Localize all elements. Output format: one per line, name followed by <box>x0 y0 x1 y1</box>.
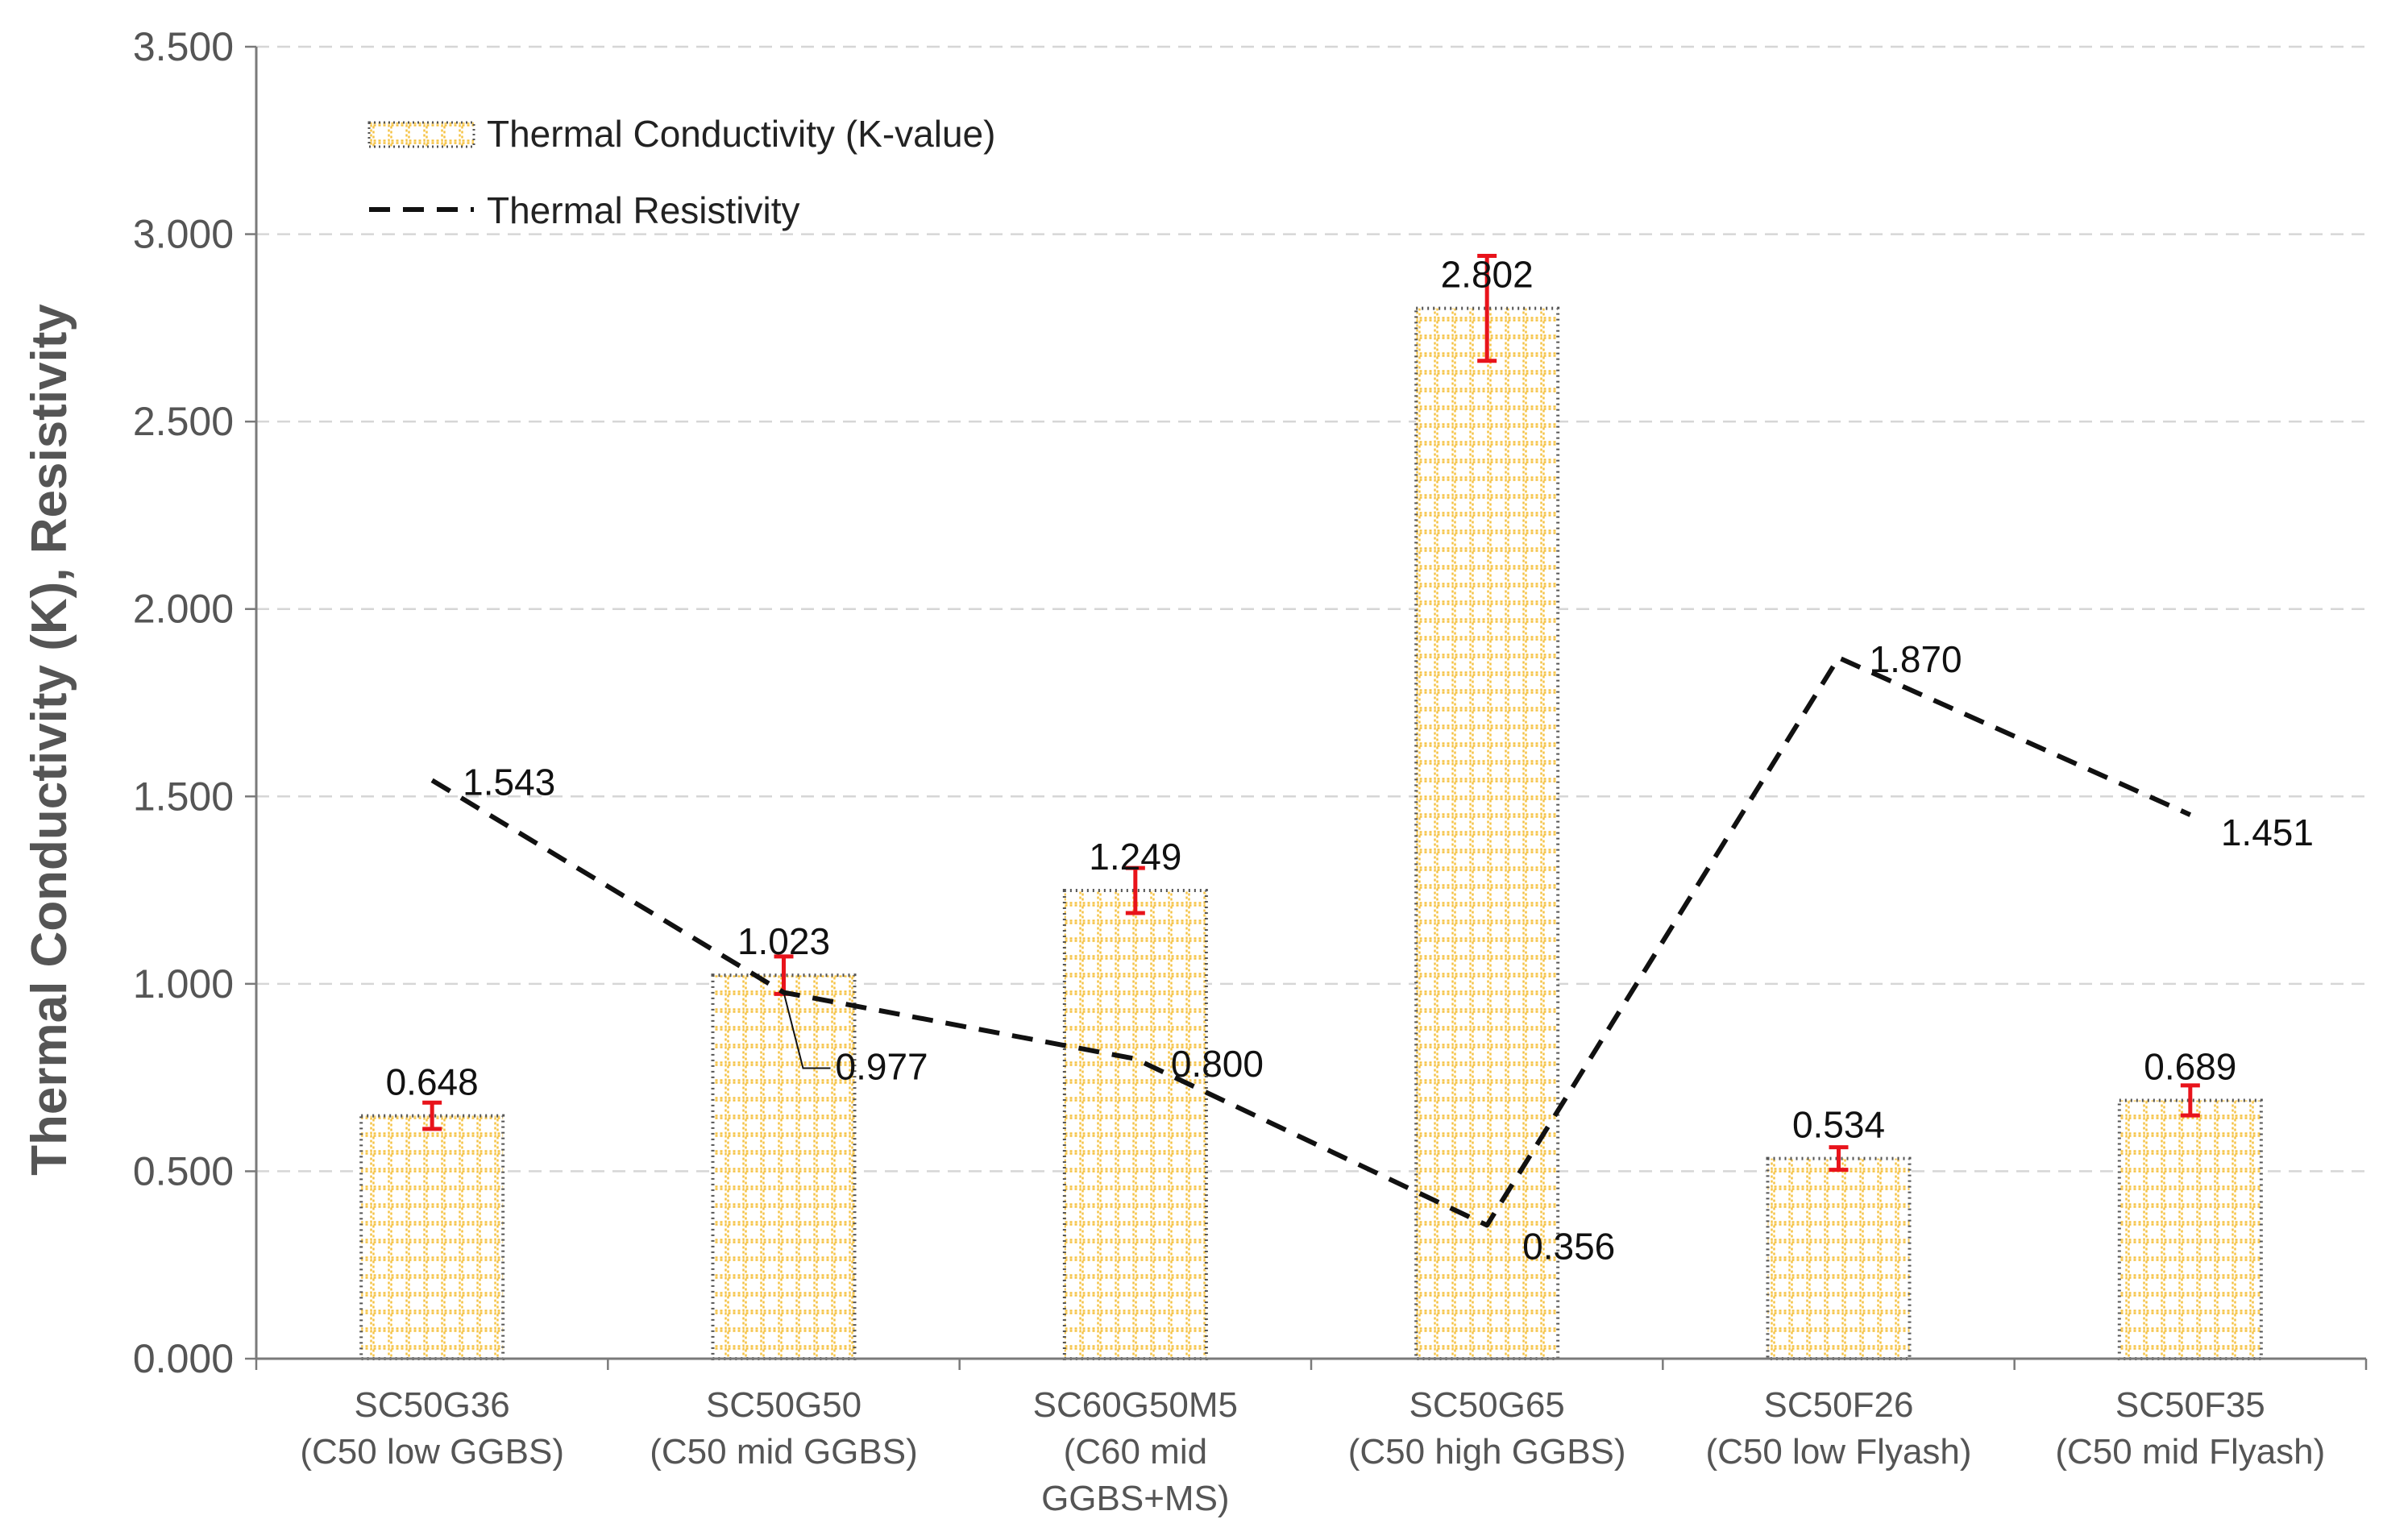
x-tick-label: SC50G50 (C50 mid GGBS) <box>650 1385 918 1472</box>
axes: 0.000 0.500 1.000 1.500 2.000 2.500 3.000 3.500… <box>133 24 2368 1518</box>
bar-value-label: 2.802 <box>1441 254 1534 296</box>
resistivity-line-group <box>430 655 2192 1228</box>
x-tick-label-line: SC50G50 <box>706 1385 861 1425</box>
x-tick-label-line: SC60G50M5 <box>1033 1385 1238 1425</box>
y-axis-title: Thermal Conductivity (K), Resistivity <box>22 304 77 1176</box>
x-tick-label-line: (C50 mid Flyash) <box>2055 1432 2325 1472</box>
bar-value-label: 0.534 <box>1792 1104 1885 1146</box>
y-tick-label: 0.500 <box>133 1148 234 1193</box>
x-tick-label: SC50F26 (C50 low Flyash) <box>1705 1385 1971 1472</box>
legend-label-conductivity: Thermal Conductivity (K-value) <box>487 113 995 155</box>
x-tick-label-line: SC50F35 <box>2115 1385 2265 1425</box>
error-bars <box>422 254 2200 1173</box>
bar-conductivity <box>711 973 857 1360</box>
x-tick-label-line: (C50 mid GGBS) <box>650 1432 918 1472</box>
bar-conductivity <box>1414 306 1560 1361</box>
bar-conductivity <box>1766 1156 1912 1361</box>
x-tick-label-line: (C50 high GGBS) <box>1348 1432 1626 1472</box>
data-labels: 0.648 1.023 1.249 2.802 0.534 0.689 1.543 0.977… <box>386 254 2314 1268</box>
y-tick-label: 1.000 <box>133 961 234 1007</box>
y-tick-label: 2.500 <box>133 399 234 444</box>
bar-conductivity <box>359 1114 505 1360</box>
y-tick-label: 0.000 <box>133 1336 234 1381</box>
y-tick-label: 2.000 <box>133 587 234 632</box>
x-tick-label-line: (C60 mid <box>1064 1432 1208 1472</box>
x-tick-label-line: SC50G65 <box>1409 1385 1565 1425</box>
bar-conductivity <box>1062 889 1208 1361</box>
bar-value-label: 1.023 <box>737 920 830 962</box>
resistivity-value-label: 0.356 <box>1522 1225 1615 1267</box>
y-tick-label: 3.500 <box>133 24 234 69</box>
bar-value-label: 1.249 <box>1089 836 1181 878</box>
resistivity-value-label: 1.870 <box>1870 638 1962 680</box>
x-tick-label: SC50G65 (C50 high GGBS) <box>1348 1385 1626 1472</box>
bar-conductivity <box>2117 1098 2263 1361</box>
x-tick-label-line: SC50G36 <box>355 1385 510 1425</box>
x-tick-label-line: SC50F26 <box>1764 1385 1914 1425</box>
bar-value-label: 0.648 <box>386 1061 479 1103</box>
legend-swatch-conductivity <box>367 121 475 148</box>
bars <box>359 306 2263 1361</box>
resistivity-line <box>430 655 2192 1228</box>
x-tick-label-line: (C50 low GGBS) <box>300 1432 564 1472</box>
x-tick-label: SC50G36 (C50 low GGBS) <box>300 1385 564 1472</box>
legend: Thermal Conductivity (K-value) Thermal R… <box>367 113 995 231</box>
bar-value-label: 0.689 <box>2144 1046 2236 1088</box>
x-tick-label: SC50F35 (C50 mid Flyash) <box>2055 1385 2325 1472</box>
resistivity-value-label: 1.543 <box>463 761 555 803</box>
y-tick-label: 3.000 <box>133 212 234 257</box>
resistivity-value-label: 1.451 <box>2221 812 2314 853</box>
x-tick-label-line: (C50 low Flyash) <box>1705 1432 1971 1472</box>
resistivity-value-label: 0.800 <box>1171 1043 1264 1085</box>
y-tick-label: 1.500 <box>133 774 234 819</box>
x-tick-label: SC60G50M5 (C60 mid GGBS+MS) <box>1033 1385 1238 1518</box>
resistivity-value-label: 0.977 <box>836 1046 928 1088</box>
gridlines <box>256 45 2366 1173</box>
resistivity-label-leader <box>783 992 831 1069</box>
x-tick-label-line: GGBS+MS) <box>1041 1479 1230 1518</box>
legend-label-resistivity: Thermal Resistivity <box>487 189 800 231</box>
